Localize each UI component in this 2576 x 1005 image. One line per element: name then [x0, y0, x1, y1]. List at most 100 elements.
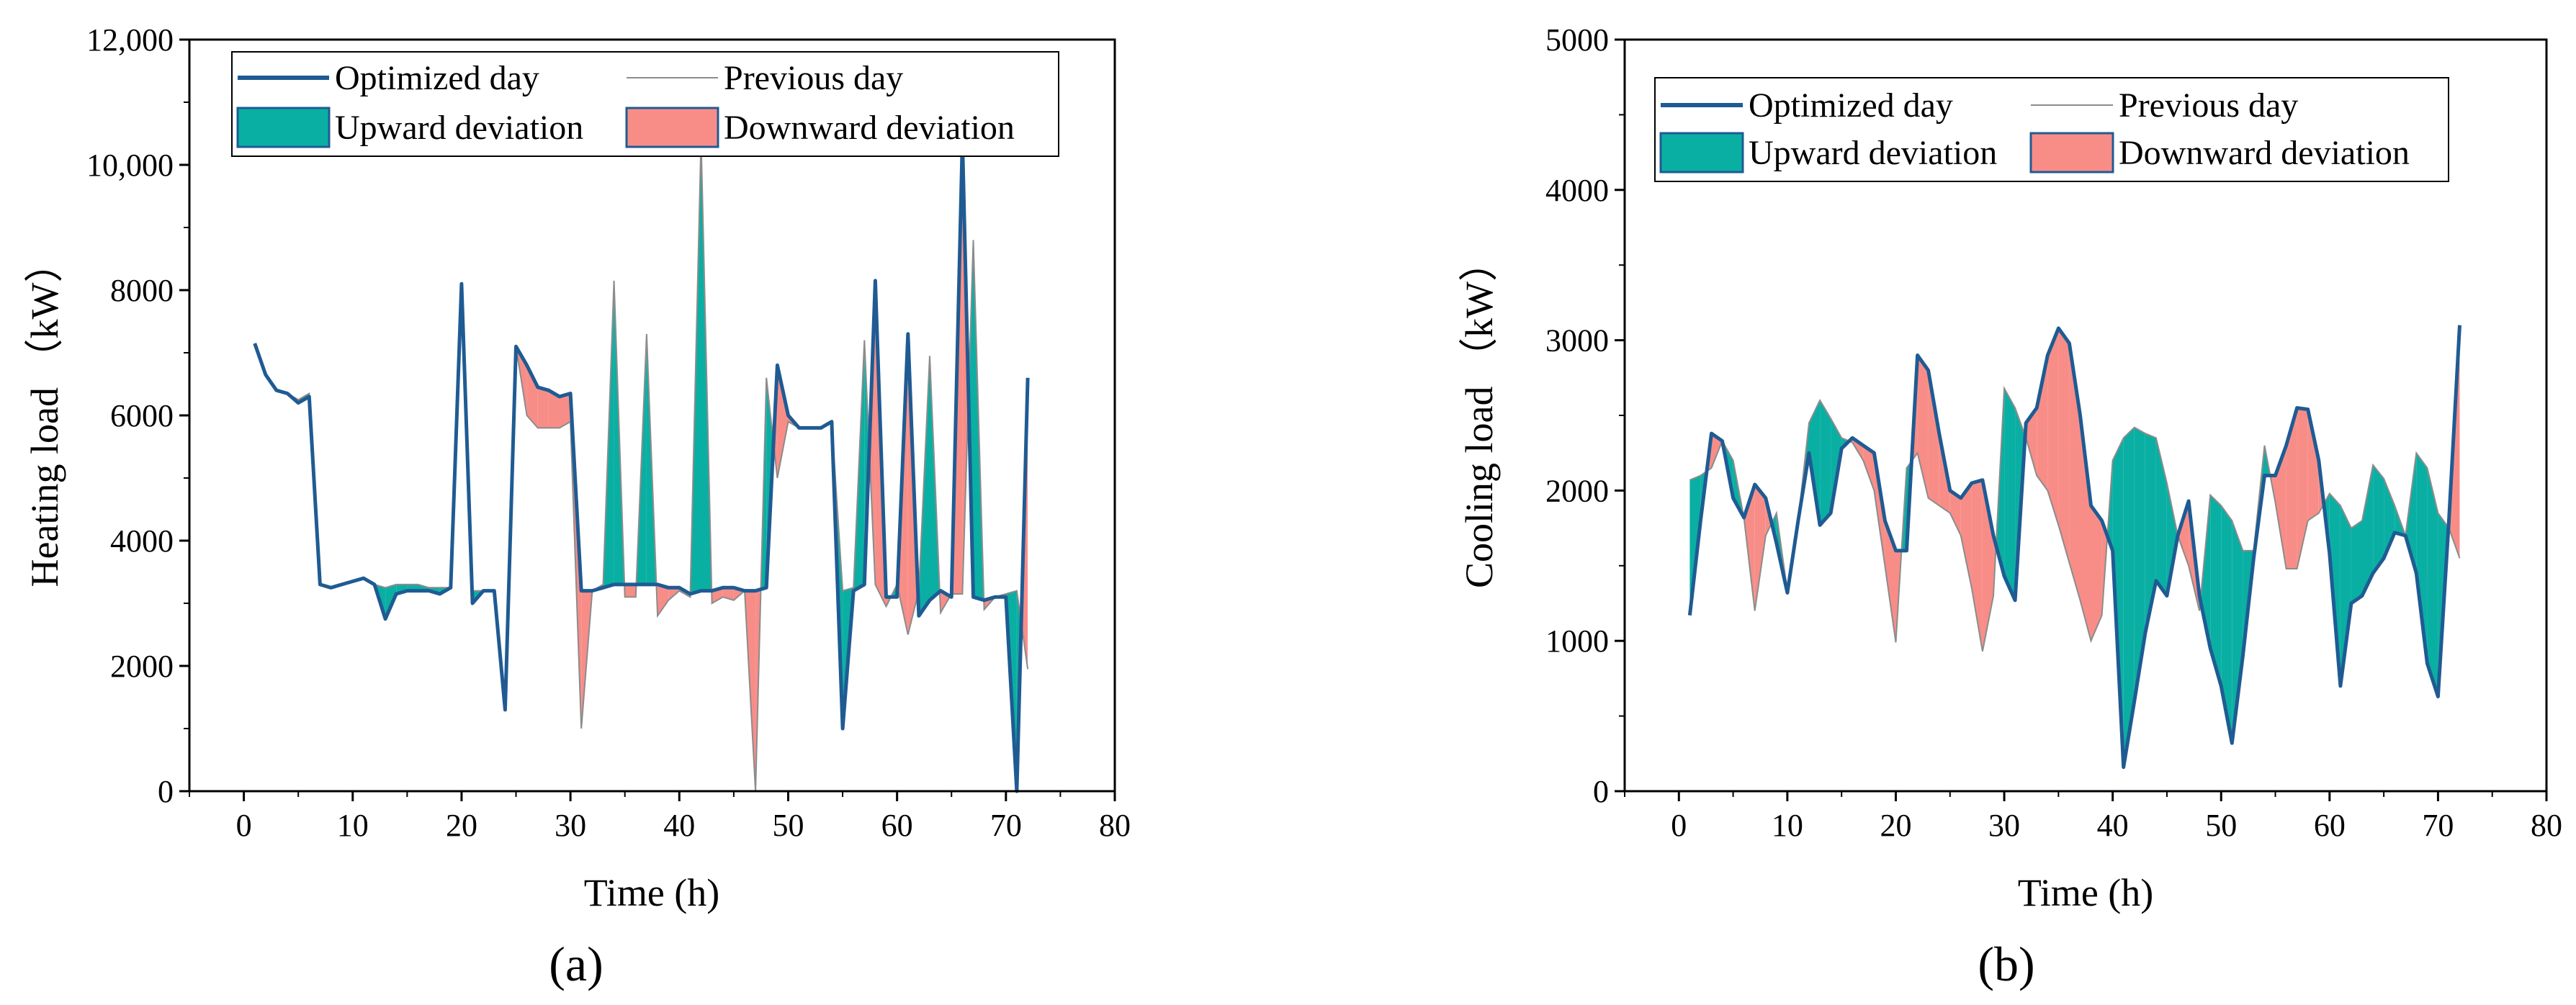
x-tick-label: 50 — [2205, 808, 2237, 843]
downward-deviation-area — [1971, 479, 1983, 652]
legend-optimized-label: Optimized day — [335, 59, 539, 97]
panel-label: (b) — [1978, 937, 2034, 991]
y-tick-label: 8000 — [110, 273, 174, 308]
upward-deviation-area — [1820, 400, 1831, 526]
upward-deviation-area — [2210, 495, 2222, 686]
upward-deviation-area — [2340, 505, 2351, 686]
y-axis-ticks: 0 1000 2000 3000 4000 5000 — [1545, 22, 1625, 809]
upward-deviation-area — [2004, 388, 2016, 600]
x-tick-label: 60 — [2314, 808, 2346, 843]
y-tick-label: 12,000 — [86, 22, 174, 58]
upward-deviation-area — [2123, 427, 2135, 767]
legend: Optimized day Previous day Upward deviat… — [231, 51, 1059, 157]
downward-deviation-area — [722, 587, 734, 600]
upward-deviation-area — [2145, 433, 2156, 634]
y-axis-title: Heating load （kW） — [23, 244, 66, 587]
optimized-day-line — [1687, 325, 2461, 770]
downward-deviation-area — [537, 387, 549, 428]
downward-deviation-area — [2080, 415, 2091, 641]
y-tick-label: 5000 — [1545, 22, 1609, 58]
series-lines — [253, 138, 1030, 793]
downward-deviation-area — [1754, 485, 1766, 611]
x-tick-label: 20 — [446, 808, 477, 843]
downward-deviation-area — [2297, 407, 2308, 569]
x-tick-label: 30 — [1988, 808, 2020, 843]
upward-deviation-area — [2427, 468, 2438, 697]
downward-deviation-area — [2275, 445, 2286, 569]
x-tick-label: 80 — [1099, 808, 1131, 843]
panel-label: (a) — [549, 937, 603, 991]
downward-deviation-area — [1743, 485, 1755, 611]
previous-day-line — [1689, 385, 2461, 652]
downward-deviation-area — [2307, 409, 2319, 521]
legend-previous-label: Previous day — [2119, 86, 2298, 125]
y-tick-label: 6000 — [110, 398, 174, 433]
y-tick-label: 4000 — [1545, 173, 1609, 208]
series-lines — [1687, 325, 2461, 770]
downward-deviation-area — [560, 393, 571, 428]
upward-deviation-area — [2416, 453, 2428, 664]
downward-deviation-area — [658, 584, 669, 616]
legend-upward-label: Upward deviation — [1749, 134, 1997, 172]
y-tick-label: 2000 — [110, 649, 174, 684]
downward-deviation-area — [526, 365, 538, 428]
downward-deviation-area — [1885, 520, 1896, 643]
heating-load-panel: 0 10 20 30 40 50 60 70 80 0 2000 4000 6000 8000 10,00… — [23, 22, 1131, 991]
cooling-load-panel: 0 10 20 30 40 50 60 70 80 010002000300040005000 … — [1458, 22, 2562, 991]
y-tick-label: 0 — [158, 774, 174, 809]
legend-downward-swatch — [625, 107, 719, 148]
y-tick-label: 4000 — [110, 523, 174, 559]
x-axis-title: Time (h) — [584, 871, 720, 914]
y-tick-label: 1000 — [1545, 623, 1609, 659]
legend-upward-label: Upward deviation — [335, 109, 583, 147]
downward-deviation-area — [1949, 490, 1961, 536]
y-tick-label: 2000 — [1545, 473, 1609, 508]
downward-deviation-area — [2286, 407, 2297, 569]
downward-deviation-area — [777, 365, 789, 478]
upward-deviation-area — [2221, 505, 2232, 744]
downward-deviation-area — [2026, 407, 2037, 476]
downward-deviation-area — [1863, 445, 1875, 491]
downward-deviation-area — [2058, 328, 2070, 563]
upward-deviation-area — [2166, 483, 2178, 596]
upward-deviation-area — [2232, 520, 2243, 744]
y-axis-title: Cooling load （kW） — [1458, 243, 1501, 588]
x-tick-label: 70 — [2422, 808, 2454, 843]
y-tick-label: 10,000 — [86, 148, 174, 183]
legend-optimized-label: Optimized day — [1749, 86, 1953, 125]
downward-deviation-area — [624, 584, 636, 598]
downward-deviation-area — [1960, 483, 1972, 589]
x-tick-label: 10 — [337, 808, 369, 843]
downward-deviation-area — [548, 390, 560, 428]
deviation-areas — [287, 140, 1028, 791]
x-axis-title: Time (h) — [2018, 871, 2154, 914]
x-tick-label: 30 — [555, 808, 586, 843]
y-tick-label: 3000 — [1545, 323, 1609, 359]
x-tick-label: 10 — [1772, 808, 1803, 843]
downward-deviation-area — [2037, 355, 2048, 491]
x-tick-label: 0 — [1671, 808, 1687, 843]
x-tick-label: 50 — [772, 808, 804, 843]
deviation-areas — [1689, 325, 2460, 767]
upward-deviation-area — [2155, 438, 2167, 596]
x-tick-label: 0 — [236, 808, 252, 843]
legend-previous-label: Previous day — [724, 59, 903, 97]
downward-deviation-area — [2091, 505, 2102, 641]
x-tick-label: 20 — [1880, 808, 1911, 843]
legend-downward-swatch — [2029, 132, 2114, 173]
x-axis-ticks: 0 10 20 30 40 50 60 70 80 — [189, 791, 1131, 843]
x-tick-label: 80 — [2531, 808, 2562, 843]
legend-upward-swatch — [236, 107, 331, 148]
upward-deviation-area — [2134, 427, 2145, 701]
y-tick-label: 0 — [1593, 774, 1609, 809]
x-axis-ticks: 0 10 20 30 40 50 60 70 80 — [1624, 791, 2562, 843]
downward-deviation-area — [2047, 328, 2059, 526]
x-tick-label: 40 — [663, 808, 695, 843]
upward-deviation-area — [2373, 464, 2384, 574]
legend-upward-swatch — [1659, 132, 1744, 173]
y-axis-ticks: 0 2000 4000 6000 8000 10,000 12,000 — [86, 22, 189, 809]
x-tick-label: 40 — [2097, 808, 2129, 843]
downward-deviation-area — [1928, 370, 1939, 506]
upward-deviation-area — [2351, 520, 2362, 603]
